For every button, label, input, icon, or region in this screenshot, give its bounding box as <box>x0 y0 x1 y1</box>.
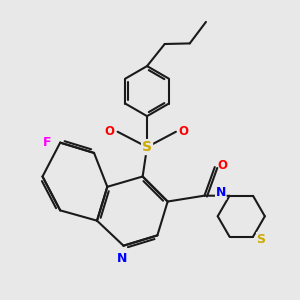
Text: F: F <box>43 136 51 148</box>
Text: S: S <box>142 140 152 154</box>
Text: N: N <box>216 186 226 200</box>
Text: O: O <box>105 125 115 138</box>
Text: N: N <box>117 252 127 265</box>
Text: O: O <box>218 159 228 172</box>
Text: S: S <box>256 232 266 245</box>
Text: O: O <box>179 125 189 138</box>
